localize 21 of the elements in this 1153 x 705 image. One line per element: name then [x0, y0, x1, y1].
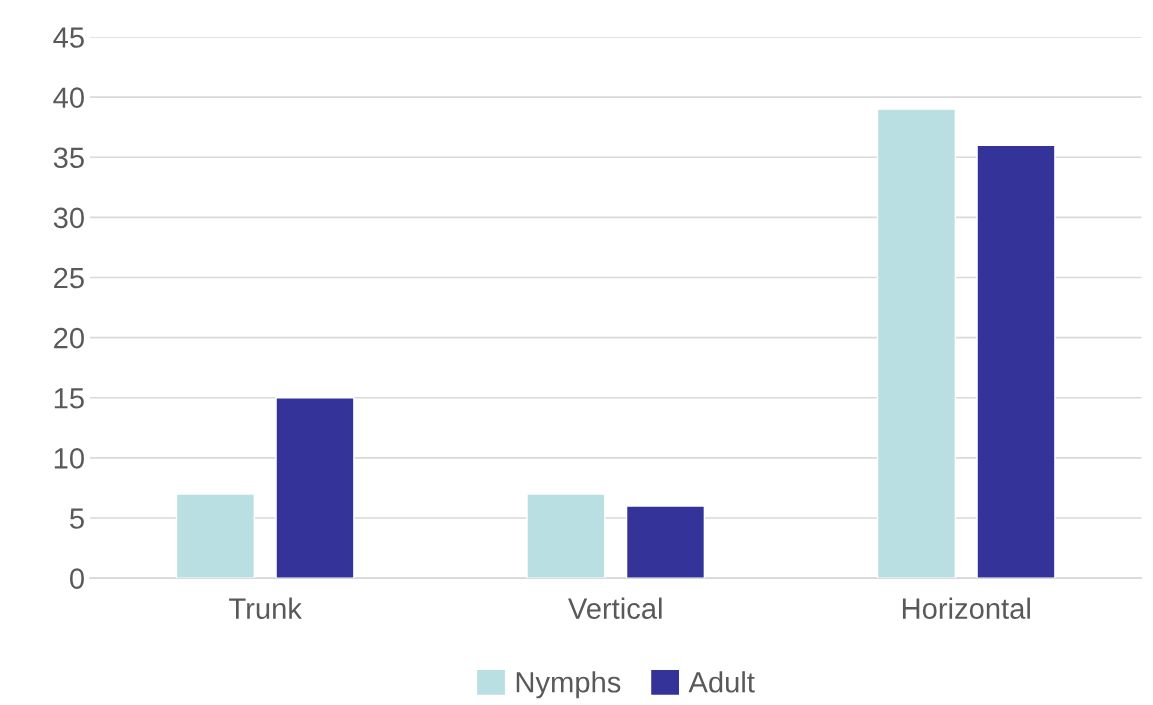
y-tick-label: 40: [53, 87, 84, 108]
bar: [976, 144, 1056, 579]
y-tick-label: 10: [54, 448, 84, 469]
x-tick-label: Vertical: [568, 597, 662, 619]
x-tick-label: Horizontal: [902, 597, 1030, 619]
bar: [625, 505, 706, 579]
bar: [876, 108, 957, 579]
legend-label: Adult: [688, 671, 755, 693]
y-tick-label: 25: [54, 267, 84, 289]
y-tick-label: 30: [53, 207, 84, 229]
bar: [526, 493, 606, 579]
bar: [175, 493, 256, 579]
y-tick-label: 45: [53, 27, 84, 48]
y-tick-label: 5: [70, 508, 84, 529]
legend-label: Nymphs: [516, 671, 621, 699]
y-tick-label: 15: [54, 388, 84, 409]
y-tick-label: 35: [53, 147, 84, 169]
y-tick-label: 0: [69, 568, 84, 589]
x-tick-label: Trunk: [229, 597, 302, 619]
bar: [275, 397, 355, 579]
y-tick-label: 20: [54, 327, 84, 349]
